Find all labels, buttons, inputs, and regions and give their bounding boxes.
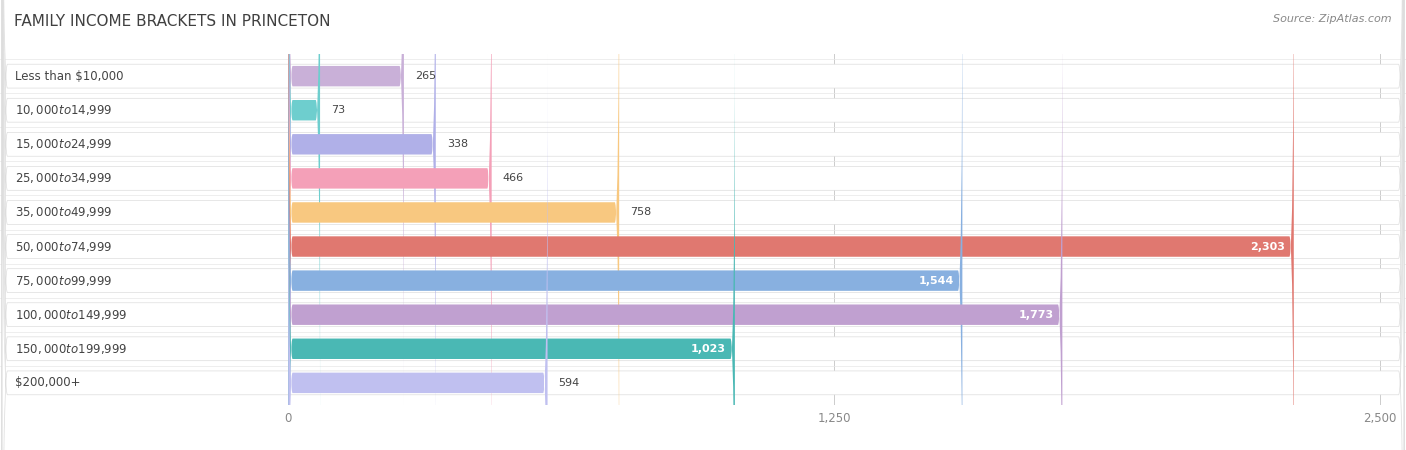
FancyBboxPatch shape — [288, 18, 735, 450]
Text: 338: 338 — [447, 140, 468, 149]
Text: 594: 594 — [558, 378, 579, 388]
Text: $50,000 to $74,999: $50,000 to $74,999 — [15, 239, 112, 253]
FancyBboxPatch shape — [288, 0, 492, 450]
Text: 2,303: 2,303 — [1250, 242, 1285, 252]
Text: Source: ZipAtlas.com: Source: ZipAtlas.com — [1274, 14, 1392, 23]
FancyBboxPatch shape — [3, 0, 1403, 450]
Text: $200,000+: $200,000+ — [15, 376, 80, 389]
Text: $100,000 to $149,999: $100,000 to $149,999 — [15, 308, 128, 322]
FancyBboxPatch shape — [288, 0, 619, 450]
FancyBboxPatch shape — [3, 0, 1403, 450]
FancyBboxPatch shape — [3, 0, 1403, 450]
FancyBboxPatch shape — [3, 0, 1403, 450]
Text: 466: 466 — [502, 173, 523, 184]
Text: 1,544: 1,544 — [918, 275, 953, 286]
Text: $15,000 to $24,999: $15,000 to $24,999 — [15, 137, 112, 151]
Text: 1,023: 1,023 — [692, 344, 725, 354]
Text: Less than $10,000: Less than $10,000 — [15, 70, 124, 83]
Text: $35,000 to $49,999: $35,000 to $49,999 — [15, 206, 112, 220]
Text: FAMILY INCOME BRACKETS IN PRINCETON: FAMILY INCOME BRACKETS IN PRINCETON — [14, 14, 330, 28]
Text: 73: 73 — [330, 105, 344, 115]
Text: $25,000 to $34,999: $25,000 to $34,999 — [15, 171, 112, 185]
Text: 758: 758 — [630, 207, 651, 217]
Text: $75,000 to $99,999: $75,000 to $99,999 — [15, 274, 112, 288]
FancyBboxPatch shape — [3, 0, 1403, 450]
FancyBboxPatch shape — [3, 0, 1403, 450]
FancyBboxPatch shape — [3, 0, 1403, 450]
FancyBboxPatch shape — [288, 0, 962, 450]
Text: $10,000 to $14,999: $10,000 to $14,999 — [15, 103, 112, 117]
FancyBboxPatch shape — [288, 0, 404, 407]
Text: $150,000 to $199,999: $150,000 to $199,999 — [15, 342, 128, 356]
FancyBboxPatch shape — [3, 0, 1403, 450]
FancyBboxPatch shape — [288, 52, 547, 450]
FancyBboxPatch shape — [288, 0, 321, 441]
FancyBboxPatch shape — [3, 0, 1403, 450]
FancyBboxPatch shape — [288, 0, 1294, 450]
FancyBboxPatch shape — [288, 0, 1063, 450]
Text: 1,773: 1,773 — [1018, 310, 1053, 320]
FancyBboxPatch shape — [288, 0, 436, 450]
Text: 265: 265 — [415, 71, 436, 81]
FancyBboxPatch shape — [3, 0, 1403, 450]
